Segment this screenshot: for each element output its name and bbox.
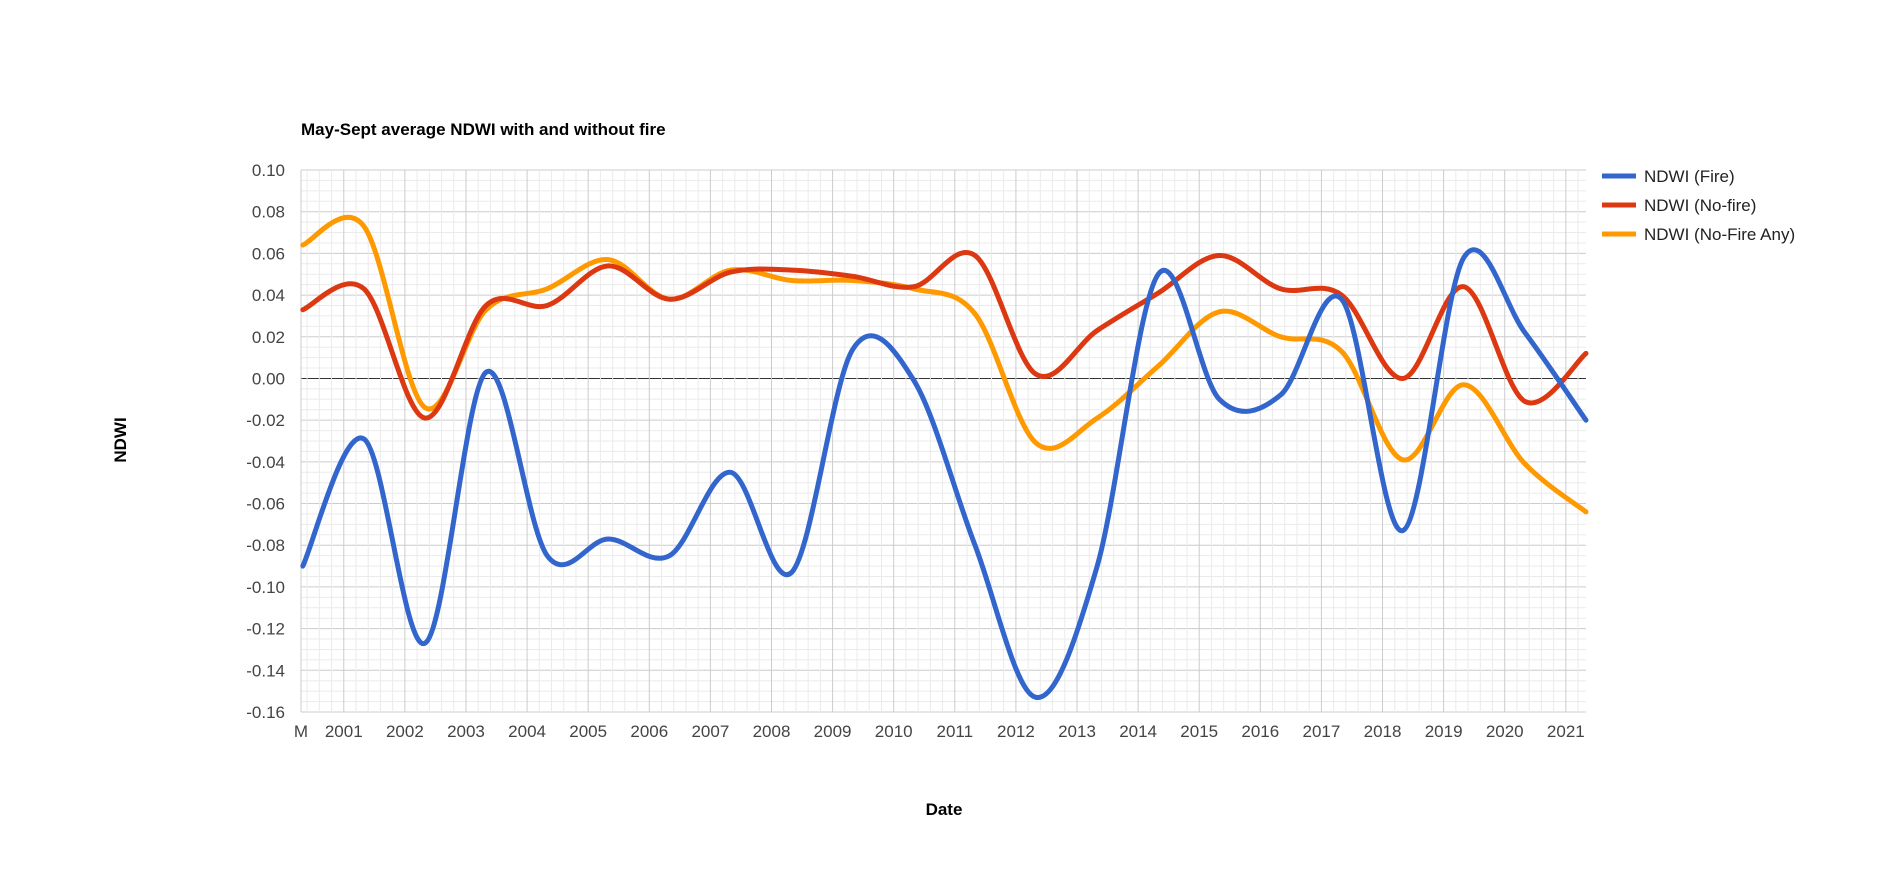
- x-tick-label: 2009: [814, 722, 852, 741]
- y-tick-label: -0.12: [246, 620, 285, 639]
- x-tick-label: 2011: [937, 722, 974, 741]
- x-tick-label: 2007: [691, 722, 729, 741]
- y-tick-label: -0.08: [246, 536, 285, 555]
- y-tick-label: -0.06: [246, 495, 285, 514]
- x-tick-label: M: [294, 722, 308, 741]
- y-tick-label: -0.04: [246, 453, 285, 472]
- y-tick-label: 0.02: [252, 328, 285, 347]
- y-tick-label: -0.02: [246, 411, 285, 430]
- legend-label-ndwi-fire: NDWI (Fire): [1644, 167, 1735, 186]
- x-tick-label: 2003: [447, 722, 485, 741]
- x-tick-label: 2006: [630, 722, 668, 741]
- x-tick-label: 2005: [569, 722, 607, 741]
- x-tick-label: 2008: [753, 722, 791, 741]
- x-tick-label: 2001: [325, 722, 363, 741]
- x-tick-label: 2020: [1486, 722, 1524, 741]
- legend-label-ndwi-no-fire: NDWI (No-fire): [1644, 196, 1756, 215]
- y-tick-label: 0.10: [252, 161, 285, 180]
- y-tick-label: 0.06: [252, 244, 285, 263]
- legend[interactable]: NDWI (Fire) NDWI (No-fire) NDWI (No-Fire A…: [1602, 167, 1795, 244]
- x-tick-label: 2016: [1241, 722, 1279, 741]
- x-tick-label: 2012: [997, 722, 1035, 741]
- y-tick-label: 0.00: [252, 369, 285, 388]
- series-line-ndwi-fire[interactable]: [300, 247, 1589, 700]
- x-tick-label: 2021: [1547, 722, 1585, 741]
- grid: [300, 169, 1586, 713]
- series-line-ndwi-no-fire[interactable]: [300, 250, 1589, 421]
- chart-title: May-Sept average NDWI with and without f…: [301, 120, 666, 139]
- x-tick-label: 2010: [875, 722, 913, 741]
- series-lines: [300, 215, 1589, 700]
- y-tick-label: 0.04: [252, 286, 285, 305]
- x-axis-title: Date: [926, 800, 963, 819]
- x-tick-label: 2014: [1119, 722, 1157, 741]
- series-line-ndwi-no-fire-any[interactable]: [300, 215, 1589, 515]
- x-tick-label: 2015: [1180, 722, 1218, 741]
- x-tick-label: 2018: [1364, 722, 1402, 741]
- x-tick-label: 2013: [1058, 722, 1096, 741]
- y-tick-label: 0.08: [252, 203, 285, 222]
- x-tick-label: 2004: [508, 722, 546, 741]
- legend-label-ndwi-no-fire-any: NDWI (No-Fire Any): [1644, 225, 1795, 244]
- x-tick-label: 2002: [386, 722, 424, 741]
- y-tick-label: -0.16: [246, 703, 285, 722]
- y-axis-title: NDWI: [111, 417, 130, 462]
- x-tick-label: 2017: [1303, 722, 1341, 741]
- x-tick-label: 2019: [1425, 722, 1463, 741]
- y-tick-label: -0.14: [246, 661, 285, 680]
- axis-ticks: 0.10 0.08 0.06 0.04 0.02 0.00 -0.02 -0.04 -0.06 -…: [246, 161, 1585, 741]
- y-tick-label: -0.10: [246, 578, 285, 597]
